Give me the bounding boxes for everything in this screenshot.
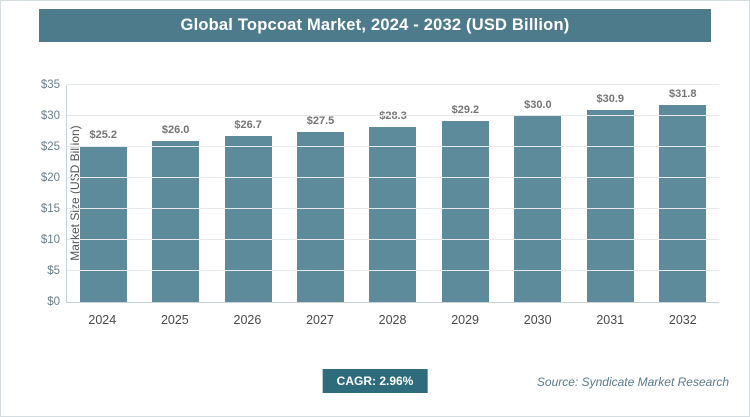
- bar-column: $29.2: [429, 85, 501, 302]
- x-tick-label: 2024: [88, 313, 117, 327]
- x-tick-label: 2026: [233, 313, 262, 327]
- bar-value-label: $26.0: [161, 123, 190, 136]
- x-tick-label: 2029: [451, 313, 479, 327]
- x-tick-label: 2031: [596, 313, 625, 327]
- bar-value-label: $26.7: [234, 119, 262, 132]
- gridline: [67, 84, 719, 85]
- bar: [79, 145, 127, 302]
- gridline: [67, 115, 719, 116]
- x-tick-label: 2030: [523, 313, 552, 327]
- y-tick-label: $20: [40, 172, 60, 184]
- gridline: [67, 146, 719, 147]
- bar-column: $31.8: [647, 85, 719, 302]
- y-tick-label: $15: [40, 203, 60, 215]
- bar: [369, 126, 417, 302]
- bar: [441, 120, 489, 302]
- bar-column: $26.0: [139, 85, 211, 302]
- bar-column: $25.2: [67, 85, 139, 302]
- cagr-badge: CAGR: 2.96%: [322, 369, 428, 393]
- bar: [297, 131, 345, 302]
- bar: [659, 104, 707, 302]
- bar: [152, 140, 200, 302]
- bar-value-label: $30.9: [596, 93, 625, 106]
- bar: [224, 136, 272, 302]
- x-tick-label: 2027: [306, 313, 334, 327]
- bar-value-label: $29.2: [451, 103, 480, 116]
- source-note: Source: Syndicate Market Research: [536, 375, 729, 389]
- gridline: [67, 270, 719, 271]
- gridline: [67, 239, 719, 240]
- bar: [514, 116, 562, 302]
- y-tick-label: $30: [40, 110, 60, 122]
- y-tick-label: $0: [47, 296, 60, 308]
- y-tick-label: $5: [47, 265, 60, 277]
- bar-column: $30.0: [502, 85, 574, 302]
- gridline: [67, 208, 719, 209]
- x-tick-label: 2028: [378, 313, 407, 327]
- y-tick-label: $25: [40, 141, 60, 153]
- bar-column: $27.5: [284, 85, 356, 302]
- chart-title-banner: Global Topcoat Market, 2024 - 2032 (USD …: [39, 9, 711, 42]
- x-tick-label: 2025: [160, 313, 189, 327]
- y-tick-label: $10: [40, 234, 60, 246]
- bar-value-label: $25.2: [89, 128, 117, 141]
- y-tick-label: $35: [40, 79, 60, 91]
- x-axis-labels: 2024 2025 2026 2027 2028 2029 2030 2031 2032: [66, 313, 719, 327]
- bar-column: $28.3: [357, 85, 429, 302]
- bar-series: $25.2 $26.0 $26.7 $27.5 $28.3 $29.2 $30.0 $30.9…: [67, 85, 719, 302]
- x-tick-label: 2032: [668, 313, 697, 327]
- bar-value-label: $30.0: [524, 99, 552, 111]
- bar-value-label: $27.5: [306, 114, 335, 127]
- bar: [586, 110, 634, 302]
- plot-area: Market Size (USD Billion) $25.2 $26.0 $26.…: [41, 79, 719, 308]
- bar-value-label: $31.8: [668, 87, 697, 100]
- bar-column: $26.7: [212, 85, 284, 302]
- gridline: [67, 177, 719, 178]
